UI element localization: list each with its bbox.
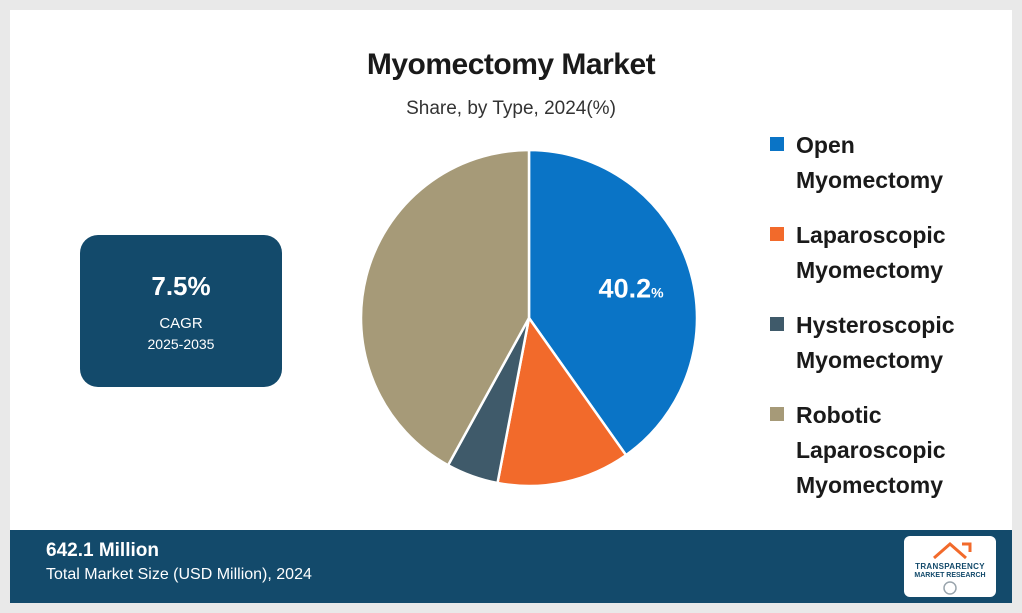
pie-slice [496, 314, 628, 488]
pie-chart: 40.2% [359, 148, 699, 488]
market-size-value: 642.1 Million [46, 540, 159, 561]
legend-label: Open Myomectomy [796, 132, 943, 193]
cagr-box: 7.5% CAGR 2025-2035 [80, 235, 282, 387]
cagr-value: 7.5% [151, 271, 211, 301]
legend-item: Open Myomectomy [770, 128, 1010, 198]
logo-text-line1: TRANSPARENCY [915, 562, 985, 571]
chart-card: Myomectomy Market Share, by Type, 2024(%… [10, 10, 1012, 530]
logo-graphic [933, 542, 972, 595]
legend-swatch [770, 407, 784, 421]
legend-swatch [770, 317, 784, 331]
data-label-value: 40.2 [599, 273, 652, 303]
cagr-period: 2025-2035 [147, 336, 215, 352]
legend-item: Robotic Laparoscopic Myomectomy [770, 398, 1010, 503]
pie-slice [359, 148, 531, 467]
logo-text-line2: MARKET RESEARCH [914, 572, 986, 579]
brand-logo: TRANSPARENCY MARKET RESEARCH [904, 536, 996, 597]
chart-title: Myomectomy Market [366, 48, 656, 81]
legend-item: Laparoscopic Myomectomy [770, 218, 1010, 288]
legend: Open Myomectomy Laparoscopic Myomectomy … [770, 128, 1010, 523]
legend-label: Robotic Laparoscopic Myomectomy [796, 402, 946, 498]
cagr-label: CAGR [159, 315, 203, 332]
footer-bar: 642.1 Million Total Market Size (USD Mil… [10, 530, 1012, 603]
legend-item: Hysteroscopic Myomectomy [770, 308, 1010, 378]
legend-swatch [770, 227, 784, 241]
chart-subtitle: Share, by Type, 2024(%) [406, 98, 616, 119]
legend-label: Hysteroscopic Myomectomy [796, 312, 955, 373]
market-size-label: Total Market Size (USD Million), 2024 [46, 566, 312, 583]
slice-data-label: 40.2% [599, 273, 665, 303]
legend-label: Laparoscopic Myomectomy [796, 222, 946, 283]
data-label-unit: % [651, 284, 664, 300]
pie-slice [527, 148, 699, 457]
legend-swatch [770, 137, 784, 151]
